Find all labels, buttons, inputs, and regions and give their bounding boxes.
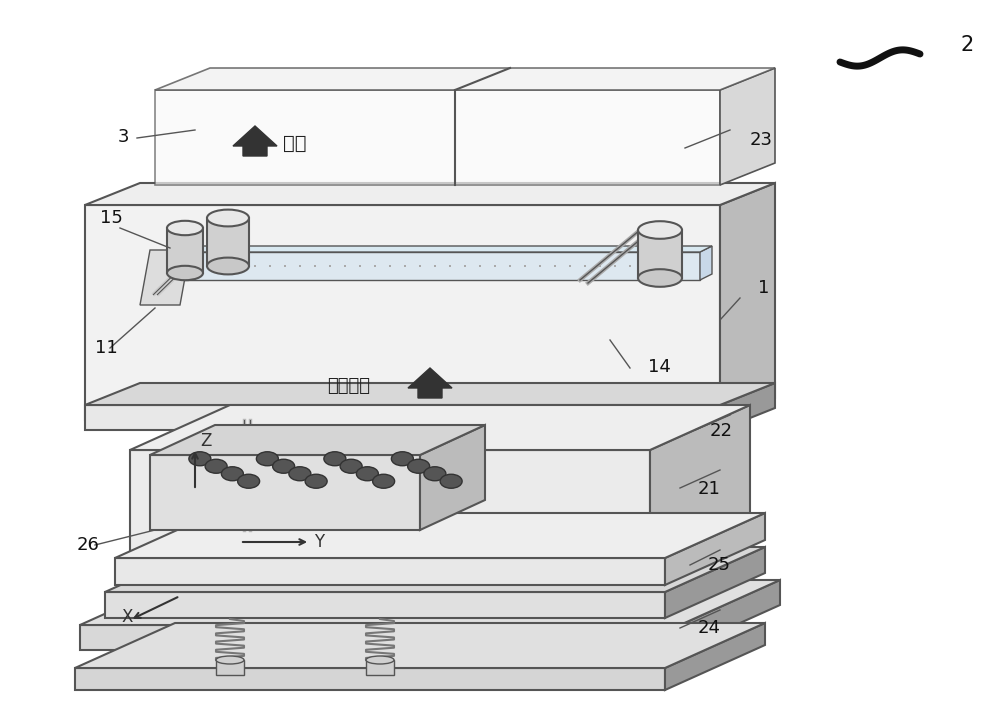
Polygon shape — [665, 513, 765, 585]
Ellipse shape — [424, 467, 446, 481]
Ellipse shape — [408, 459, 430, 473]
Text: 22: 22 — [710, 422, 733, 440]
Polygon shape — [130, 450, 650, 560]
Polygon shape — [150, 425, 485, 455]
Polygon shape — [167, 228, 203, 273]
Polygon shape — [115, 558, 665, 585]
Polygon shape — [85, 405, 720, 430]
Ellipse shape — [305, 474, 327, 488]
Text: 1: 1 — [758, 279, 769, 297]
Text: 25: 25 — [708, 556, 731, 574]
Polygon shape — [130, 405, 750, 450]
Ellipse shape — [391, 452, 413, 466]
Text: 23: 23 — [750, 131, 773, 149]
Polygon shape — [80, 625, 680, 650]
Polygon shape — [638, 230, 682, 278]
Text: X: X — [122, 608, 133, 626]
Ellipse shape — [167, 221, 203, 235]
Text: 26: 26 — [77, 536, 100, 554]
Ellipse shape — [289, 467, 311, 481]
Text: 14: 14 — [648, 358, 671, 376]
Polygon shape — [140, 250, 190, 305]
Text: 负压: 负压 — [283, 134, 306, 153]
Polygon shape — [207, 218, 249, 266]
Polygon shape — [155, 90, 720, 185]
Text: 3: 3 — [118, 128, 130, 146]
Polygon shape — [720, 383, 775, 430]
Text: Z: Z — [200, 432, 211, 450]
Ellipse shape — [440, 474, 462, 488]
Ellipse shape — [167, 266, 203, 280]
Polygon shape — [175, 252, 700, 280]
Ellipse shape — [189, 452, 211, 466]
Ellipse shape — [638, 221, 682, 238]
Text: 2: 2 — [960, 35, 973, 55]
Ellipse shape — [238, 474, 260, 488]
Ellipse shape — [638, 269, 682, 287]
Polygon shape — [420, 425, 485, 530]
Polygon shape — [80, 580, 780, 625]
Ellipse shape — [216, 656, 244, 664]
Polygon shape — [150, 455, 420, 530]
Polygon shape — [75, 623, 765, 668]
Ellipse shape — [207, 210, 249, 226]
Bar — [366, 660, 394, 675]
Polygon shape — [75, 668, 665, 690]
Polygon shape — [105, 592, 665, 618]
Polygon shape — [105, 547, 765, 592]
Polygon shape — [85, 183, 775, 205]
Ellipse shape — [340, 459, 362, 473]
Ellipse shape — [324, 452, 346, 466]
Polygon shape — [233, 126, 277, 156]
Polygon shape — [85, 383, 775, 405]
Polygon shape — [720, 68, 775, 185]
Polygon shape — [175, 246, 712, 252]
Text: Y: Y — [314, 533, 324, 551]
Polygon shape — [665, 623, 765, 690]
Polygon shape — [650, 405, 750, 560]
Bar — [216, 660, 244, 675]
Ellipse shape — [221, 467, 243, 481]
Ellipse shape — [366, 656, 394, 664]
Text: 21: 21 — [698, 480, 721, 498]
Polygon shape — [720, 183, 775, 420]
Ellipse shape — [356, 467, 378, 481]
Polygon shape — [85, 205, 720, 420]
Ellipse shape — [207, 258, 249, 274]
Polygon shape — [155, 68, 775, 90]
Ellipse shape — [373, 474, 395, 488]
Polygon shape — [700, 246, 712, 280]
Polygon shape — [680, 580, 780, 650]
Ellipse shape — [273, 459, 295, 473]
Polygon shape — [408, 368, 452, 398]
Ellipse shape — [256, 452, 278, 466]
Text: 15: 15 — [100, 209, 123, 227]
Text: 24: 24 — [698, 619, 721, 637]
Text: 荧光激发: 荧光激发 — [327, 377, 370, 395]
Polygon shape — [665, 547, 765, 618]
Text: 11: 11 — [95, 339, 118, 357]
Polygon shape — [115, 513, 765, 558]
Ellipse shape — [205, 459, 227, 473]
